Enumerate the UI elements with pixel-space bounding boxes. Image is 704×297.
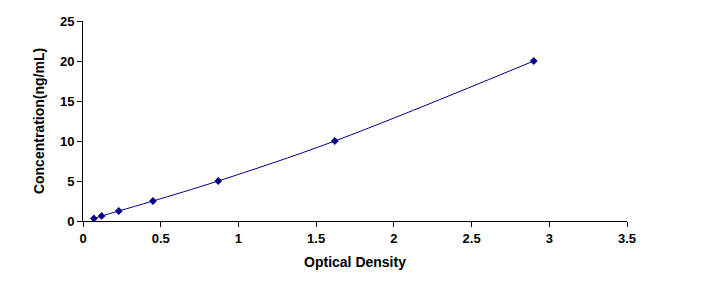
svg-text:0.5: 0.5 [152,231,170,246]
svg-text:0: 0 [79,231,86,246]
svg-text:Concentration(ng/mL): Concentration(ng/mL) [31,48,47,194]
svg-text:1.5: 1.5 [307,231,325,246]
svg-text:2: 2 [390,231,397,246]
svg-text:20: 20 [60,54,74,69]
svg-text:2.5: 2.5 [463,231,481,246]
svg-text:5: 5 [67,174,74,189]
svg-text:3.5: 3.5 [618,231,636,246]
svg-text:Optical Density: Optical Density [304,254,406,270]
svg-text:0: 0 [67,214,74,229]
svg-text:3: 3 [546,231,553,246]
svg-text:1: 1 [235,231,242,246]
svg-text:10: 10 [60,134,74,149]
svg-text:15: 15 [60,94,74,109]
svg-text:25: 25 [60,14,74,29]
